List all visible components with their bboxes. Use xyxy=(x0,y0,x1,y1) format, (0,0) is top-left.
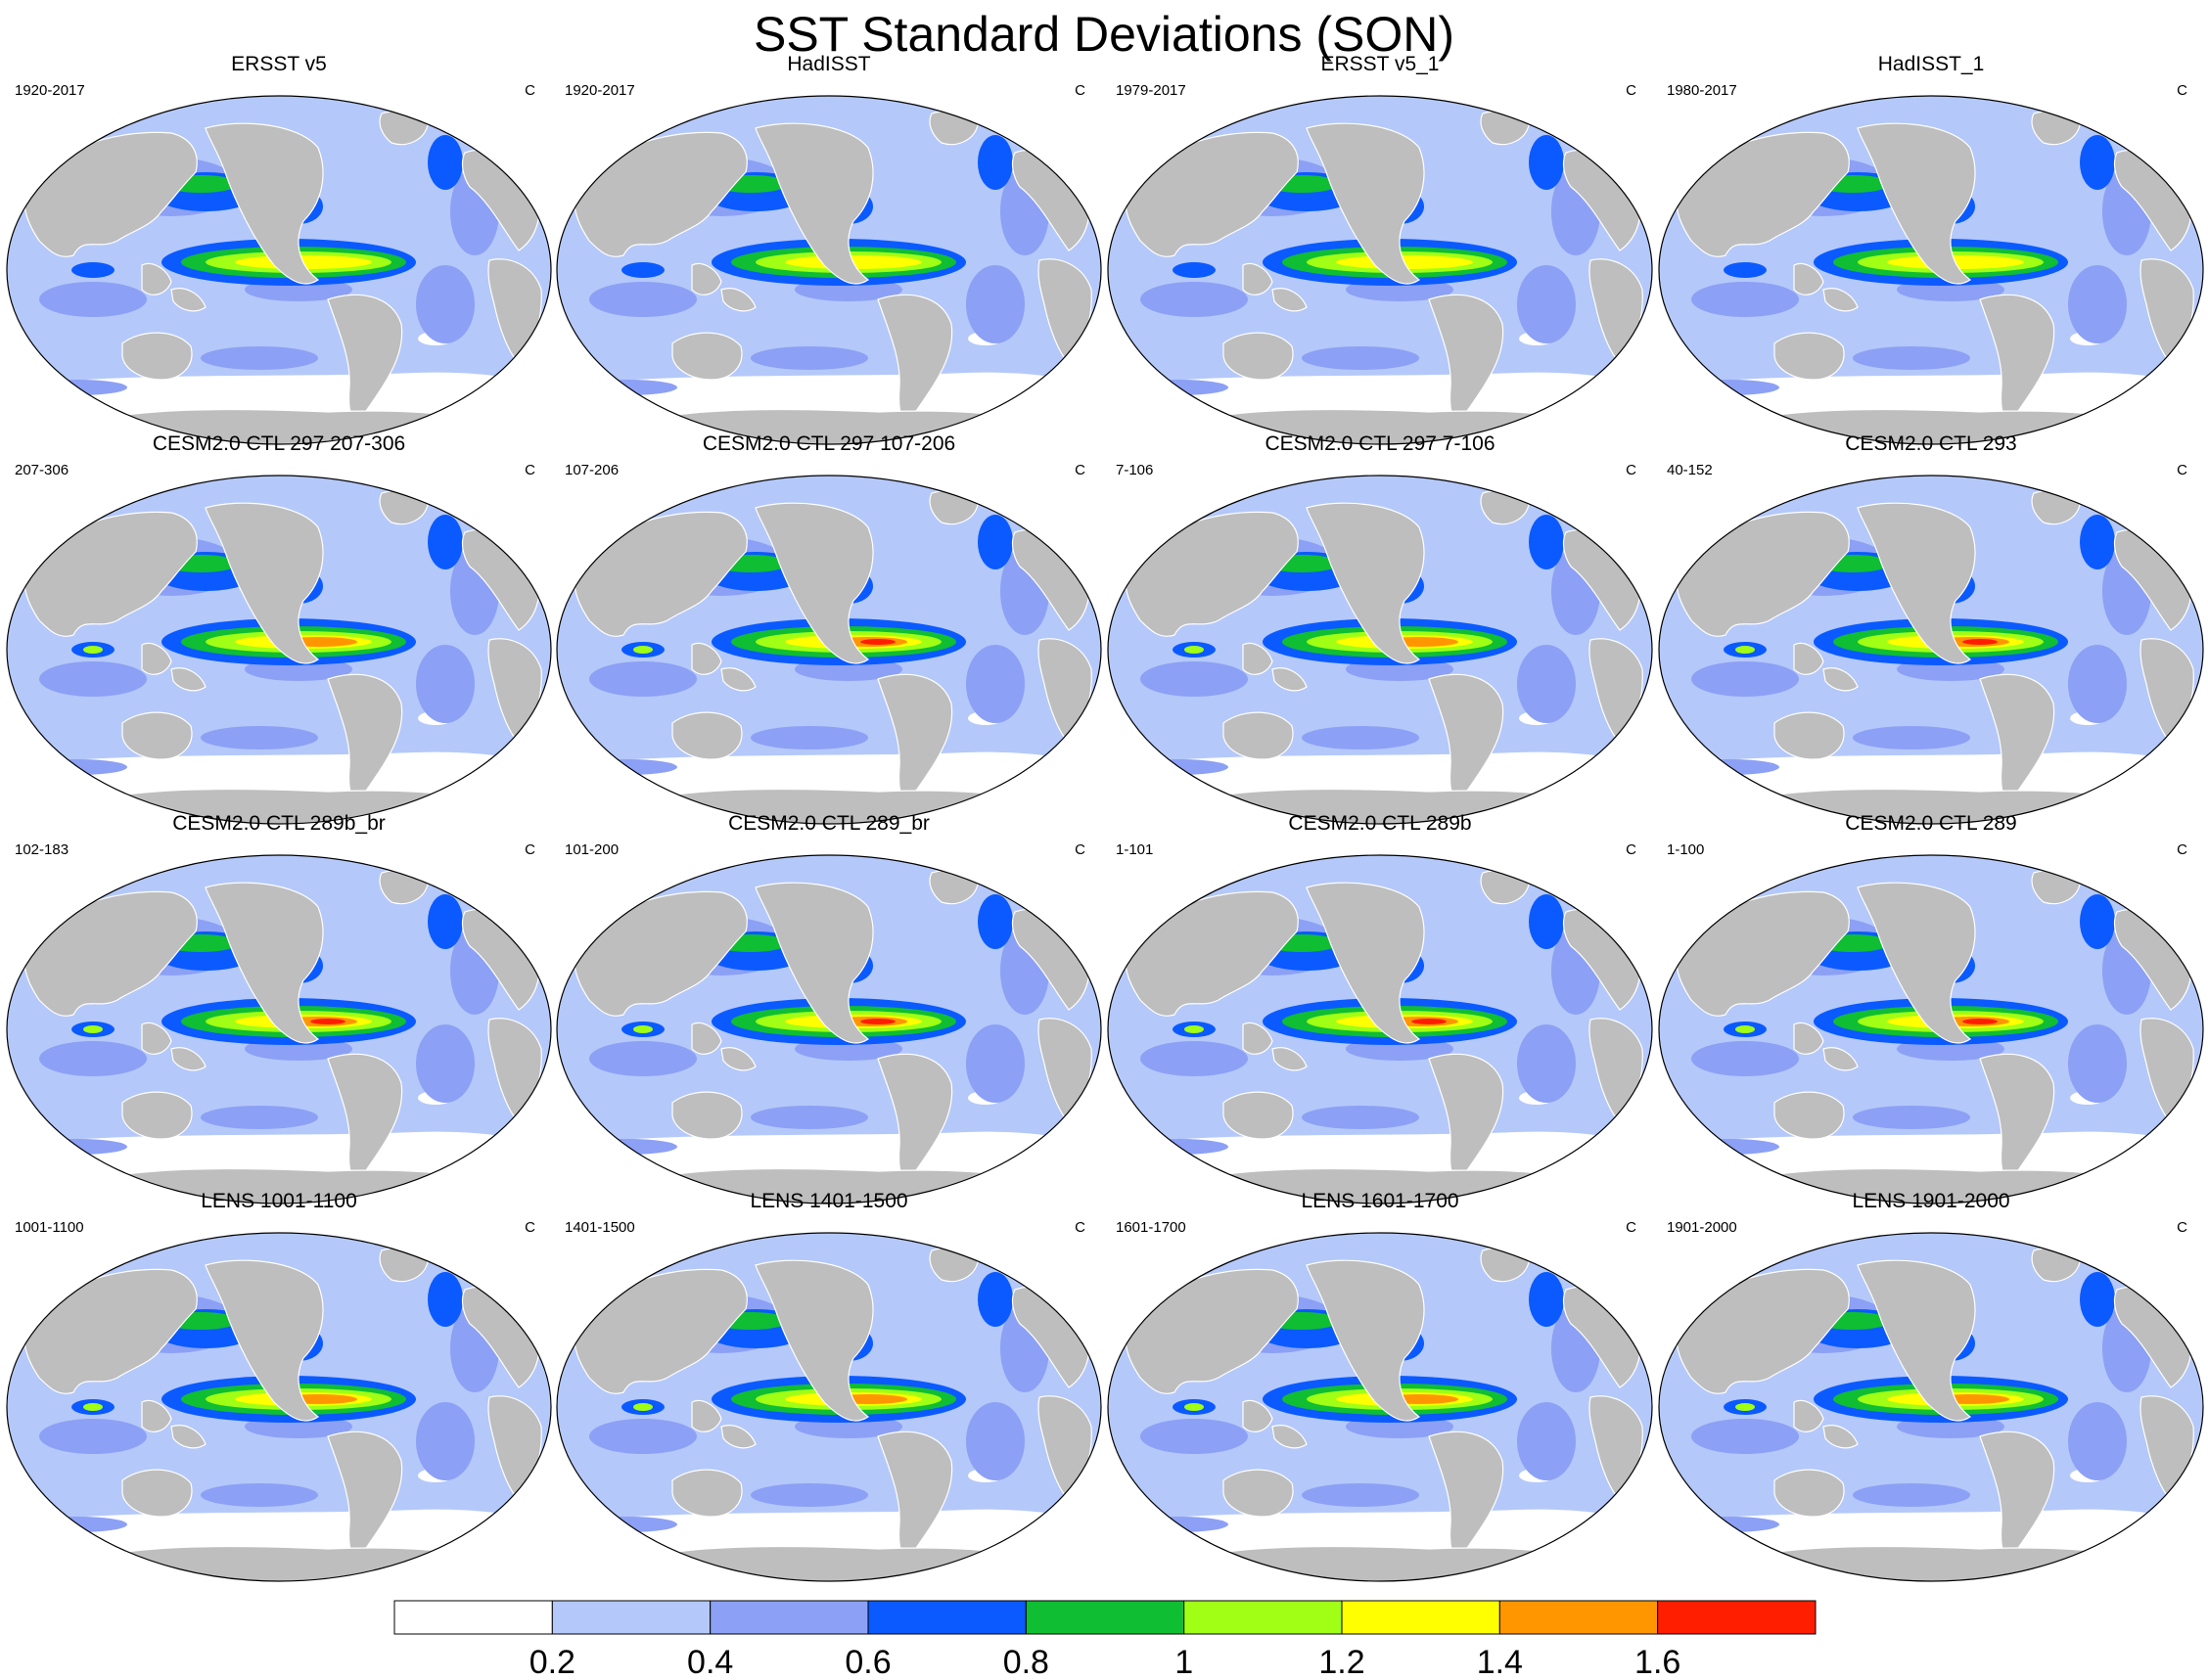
panel-title: HadISST_1 xyxy=(1877,53,1985,75)
panel-unit-label: C xyxy=(1075,82,1085,99)
panel-unit-label: C xyxy=(1075,1219,1085,1236)
map-panel: HadISST_1 1980-2017 C xyxy=(1657,53,2205,445)
map-panel: ERSST v5 1920-2017 C xyxy=(5,53,553,445)
colorbar-tick-label: 0.8 xyxy=(1003,1644,1049,1680)
panel-period-label: 1601-1700 xyxy=(1116,1219,1186,1236)
world-map xyxy=(6,1232,552,1582)
panel-unit-label: C xyxy=(1626,462,1636,478)
world-map xyxy=(1658,854,2204,1204)
panel-title: ERSST v5 xyxy=(231,53,327,75)
panel-period-label: 1001-1100 xyxy=(15,1219,84,1236)
world-map xyxy=(1658,475,2204,825)
map-panel: LENS 1901-2000 1901-2000 C xyxy=(1657,1190,2205,1582)
figure-title: SST Standard Deviations (SON) xyxy=(753,7,1455,62)
panel-title: CESM2.0 CTL 293 xyxy=(1845,432,2017,455)
panel-unit-label: C xyxy=(2177,841,2187,858)
colorbar-swatch xyxy=(1341,1600,1500,1635)
colorbar-tick-label: 1 xyxy=(1174,1644,1193,1680)
colorbar-swatch xyxy=(1657,1600,1817,1635)
panel-period-label: 40-152 xyxy=(1667,462,1713,478)
panel-period-label: 1-100 xyxy=(1667,841,1705,858)
world-map xyxy=(6,475,552,825)
colorbar-swatch xyxy=(867,1600,1027,1635)
panel-period-label: 207-306 xyxy=(15,462,69,478)
panel-title: CESM2.0 CTL 289 xyxy=(1845,812,2017,835)
colorbar-tick-label: 0.6 xyxy=(845,1644,891,1680)
panel-title: CESM2.0 CTL 289_br xyxy=(728,812,930,835)
colorbar-swatch xyxy=(393,1600,553,1635)
colorbar-tick-label: 0.4 xyxy=(687,1644,733,1680)
colorbar-swatch xyxy=(1183,1600,1343,1635)
panel-title: CESM2.0 CTL 297 107-206 xyxy=(702,432,956,455)
panel-unit-label: C xyxy=(1075,462,1085,478)
panel-period-label: 1979-2017 xyxy=(1116,82,1186,99)
panel-unit-label: C xyxy=(1626,82,1636,99)
map-panel: LENS 1601-1700 1601-1700 C xyxy=(1106,1190,1654,1582)
panel-title: CESM2.0 CTL 297 7-106 xyxy=(1265,432,1495,455)
panel-period-label: 1920-2017 xyxy=(565,82,635,99)
world-map xyxy=(556,1232,1102,1582)
map-panel: CESM2.0 CTL 297 207-306 207-306 C xyxy=(5,432,553,825)
colorbar-swatch xyxy=(1498,1600,1659,1635)
panel-unit-label: C xyxy=(525,1219,535,1236)
world-map xyxy=(1107,95,1653,445)
panel-title: CESM2.0 CTL 289b_br xyxy=(172,812,386,835)
panel-unit-label: C xyxy=(1626,1219,1636,1236)
panel-unit-label: C xyxy=(2177,82,2187,99)
world-map xyxy=(1107,1232,1653,1582)
panel-period-label: 7-106 xyxy=(1116,462,1154,478)
panel-period-label: 1-101 xyxy=(1116,841,1154,858)
colorbar-tick-label: 1.6 xyxy=(1634,1644,1680,1680)
panel-title: CESM2.0 CTL 289b xyxy=(1288,812,1472,835)
panel-title: HadISST xyxy=(787,53,871,75)
colorbar-swatch xyxy=(1025,1600,1185,1635)
colorbar-swatch xyxy=(710,1600,869,1635)
world-map xyxy=(6,854,552,1204)
panel-unit-label: C xyxy=(2177,1219,2187,1236)
panel-unit-label: C xyxy=(2177,462,2187,478)
panel-period-label: 102-183 xyxy=(15,841,69,858)
panel-title: LENS 1001-1100 xyxy=(201,1190,357,1212)
colorbar-tick-label: 1.2 xyxy=(1318,1644,1364,1680)
world-map xyxy=(1658,1232,2204,1582)
world-map xyxy=(556,854,1102,1204)
map-panel: CESM2.0 CTL 297 7-106 7-106 C xyxy=(1106,432,1654,825)
map-panel: HadISST 1920-2017 C xyxy=(555,53,1103,445)
map-panel: LENS 1001-1100 1001-1100 C xyxy=(5,1190,553,1582)
panel-unit-label: C xyxy=(1075,841,1085,858)
map-panel: CESM2.0 CTL 297 107-206 107-206 C xyxy=(555,432,1103,825)
panel-title: CESM2.0 CTL 297 207-306 xyxy=(152,432,406,455)
map-panel: CESM2.0 CTL 289_br 101-200 C xyxy=(555,812,1103,1204)
world-map xyxy=(556,475,1102,825)
map-panel: ERSST v5_1 1979-2017 C xyxy=(1106,53,1654,445)
panel-title: LENS 1901-2000 xyxy=(1852,1190,2010,1212)
world-map xyxy=(1107,854,1653,1204)
world-map xyxy=(6,95,552,445)
map-panel: CESM2.0 CTL 289b_br 102-183 C xyxy=(5,812,553,1204)
world-map xyxy=(1107,475,1653,825)
panel-unit-label: C xyxy=(525,462,535,478)
panel-title: LENS 1401-1500 xyxy=(750,1190,908,1212)
map-panel: LENS 1401-1500 1401-1500 C xyxy=(555,1190,1103,1582)
panel-period-label: 107-206 xyxy=(565,462,620,478)
world-map xyxy=(556,95,1102,445)
colorbar-swatch xyxy=(551,1600,712,1635)
panel-period-label: 101-200 xyxy=(565,841,620,858)
panel-unit-label: C xyxy=(525,82,535,99)
colorbar-tick-label: 0.2 xyxy=(529,1644,575,1680)
map-panel: CESM2.0 CTL 289b 1-101 C xyxy=(1106,812,1654,1204)
panel-period-label: 1980-2017 xyxy=(1667,82,1737,99)
world-map xyxy=(1658,95,2204,445)
panel-period-label: 1920-2017 xyxy=(15,82,85,99)
panel-unit-label: C xyxy=(525,841,535,858)
panel-period-label: 1901-2000 xyxy=(1667,1219,1737,1236)
panel-title: ERSST v5_1 xyxy=(1320,53,1440,75)
map-panel: CESM2.0 CTL 289 1-100 C xyxy=(1657,812,2205,1204)
panel-title: LENS 1601-1700 xyxy=(1301,1190,1459,1212)
panel-period-label: 1401-1500 xyxy=(565,1219,635,1236)
map-panel: CESM2.0 CTL 293 40-152 C xyxy=(1657,432,2205,825)
panel-unit-label: C xyxy=(1626,841,1636,858)
colorbar-tick-label: 1.4 xyxy=(1477,1644,1523,1680)
